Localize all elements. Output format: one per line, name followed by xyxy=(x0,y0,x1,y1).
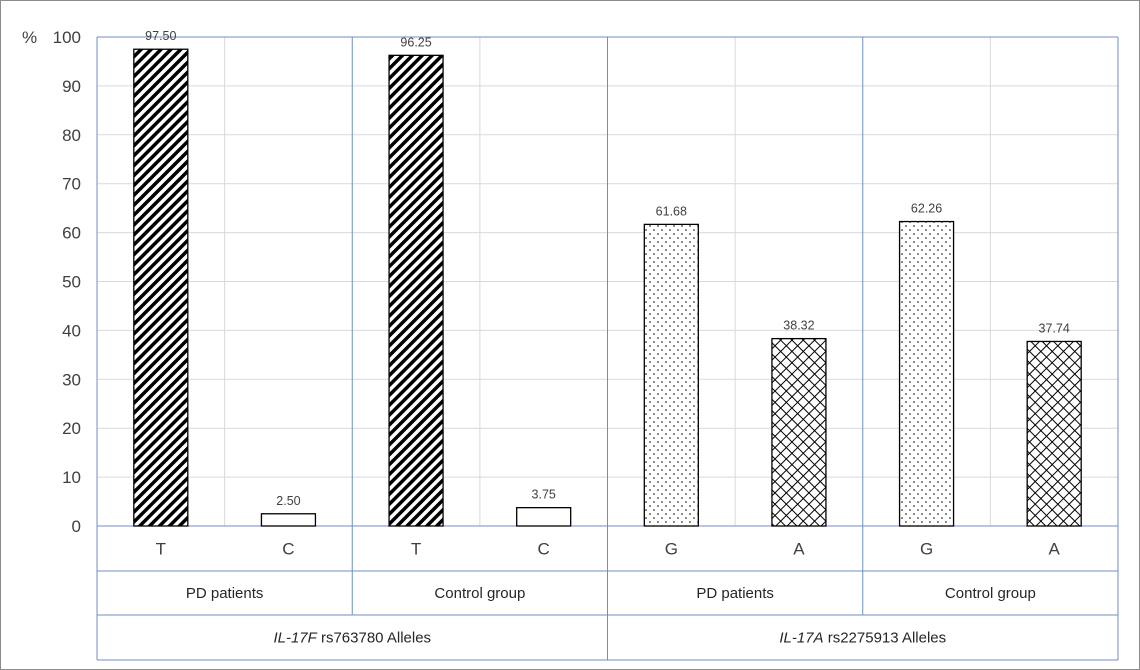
data-label: 37.74 xyxy=(1039,321,1070,335)
y-tick-label: 90 xyxy=(62,77,81,96)
allele-label: A xyxy=(793,540,805,559)
y-tick-label: 30 xyxy=(62,370,81,389)
allele-label: C xyxy=(282,540,294,559)
data-label: 61.68 xyxy=(656,204,687,218)
bar-t xyxy=(388,54,444,527)
y-tick-label: 80 xyxy=(62,126,81,145)
locus-label: IL-17A rs2275913 Alleles xyxy=(779,630,946,647)
y-unit-label: % xyxy=(22,28,37,47)
locus-rest: rs763780 Alleles xyxy=(317,630,431,647)
group-label: PD patients xyxy=(186,585,264,602)
bar-c xyxy=(516,507,572,527)
bar-a xyxy=(771,337,827,527)
allele-label: A xyxy=(1049,540,1061,559)
locus-label: IL-17F rs763780 Alleles xyxy=(273,630,431,647)
bar-g xyxy=(643,223,699,527)
allele-label: G xyxy=(665,540,678,559)
bar-g xyxy=(898,220,955,527)
data-label: 2.50 xyxy=(276,494,300,508)
y-tick-label: 100 xyxy=(53,28,81,47)
data-label: 96.25 xyxy=(400,35,431,49)
allele-label: G xyxy=(920,540,933,559)
group-label: Control group xyxy=(434,585,525,602)
group-label: PD patients xyxy=(696,585,774,602)
gene-name: IL-17A xyxy=(779,630,823,647)
label-layer: 0 10 20 30 40 50 60 70 80 90 100% 97.50 T 2.50 C 96.25 T… xyxy=(22,28,1070,647)
allele-label: T xyxy=(411,540,421,559)
y-tick-label: 10 xyxy=(62,468,81,487)
bar-t xyxy=(133,48,189,527)
bar-a xyxy=(1026,340,1082,527)
bar-layer xyxy=(133,48,1082,527)
locus-rest: rs2275913 Alleles xyxy=(824,630,947,647)
bar-c xyxy=(260,513,317,527)
gene-name: IL-17F xyxy=(273,630,317,647)
data-label: 62.26 xyxy=(911,202,942,216)
y-tick-label: 20 xyxy=(62,419,81,438)
allele-label: T xyxy=(156,540,166,559)
group-label: Control group xyxy=(945,585,1036,602)
y-tick-label: 40 xyxy=(62,321,81,340)
data-label: 97.50 xyxy=(145,29,176,43)
y-tick-label: 70 xyxy=(62,175,81,194)
data-label: 38.32 xyxy=(783,319,814,333)
y-tick-label: 50 xyxy=(62,273,81,292)
y-tick-label: 60 xyxy=(62,224,81,243)
y-tick-label: 0 xyxy=(72,517,81,536)
allele-label: C xyxy=(538,540,550,559)
separator-layer xyxy=(96,36,1119,661)
data-label: 3.75 xyxy=(532,488,556,502)
